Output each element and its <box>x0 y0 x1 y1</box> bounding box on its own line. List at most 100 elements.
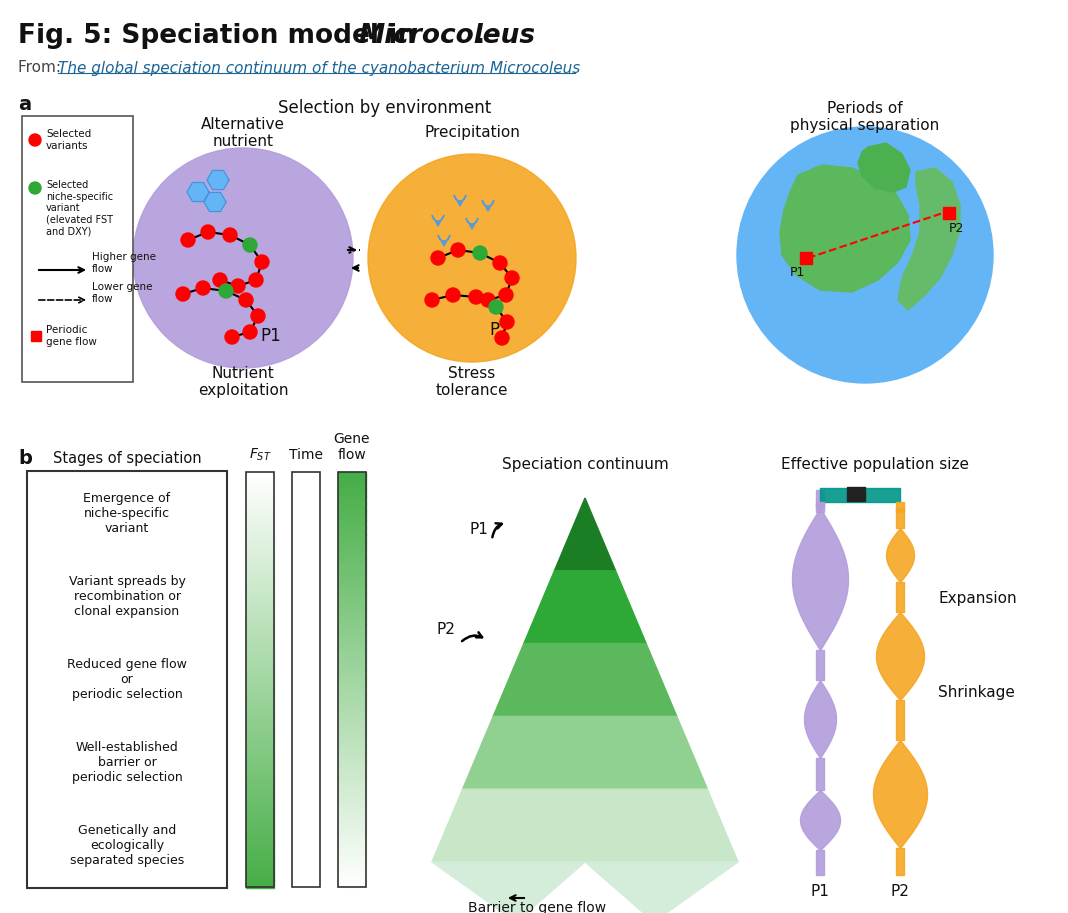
Text: Stress
tolerance: Stress tolerance <box>436 366 508 398</box>
Bar <box>943 207 955 219</box>
Bar <box>337 642 366 645</box>
Bar <box>246 590 274 593</box>
Bar <box>246 807 274 812</box>
Text: Alternative
nutrient: Alternative nutrient <box>201 117 285 149</box>
Bar <box>337 741 366 746</box>
Text: P1: P1 <box>789 266 804 279</box>
Bar <box>337 687 366 690</box>
Bar <box>337 645 366 649</box>
Bar <box>246 721 274 725</box>
Bar <box>337 793 366 798</box>
Text: P2: P2 <box>948 222 963 235</box>
Bar <box>337 559 366 562</box>
Bar <box>246 787 274 791</box>
Bar <box>337 801 366 804</box>
Text: .: . <box>474 23 484 49</box>
Bar <box>246 603 274 607</box>
Text: Higher gene
flow: Higher gene flow <box>92 252 156 274</box>
Bar <box>337 635 366 638</box>
Text: Periods of
physical separation: Periods of physical separation <box>790 100 940 133</box>
Bar <box>337 773 366 777</box>
Bar <box>246 804 274 808</box>
Bar <box>246 728 274 732</box>
Bar <box>337 610 366 614</box>
Polygon shape <box>187 183 209 202</box>
Bar <box>246 714 274 718</box>
Bar <box>246 797 274 801</box>
Bar <box>337 876 366 880</box>
Bar <box>246 835 274 839</box>
Bar <box>246 704 274 708</box>
Bar <box>337 528 366 531</box>
Bar <box>246 617 274 621</box>
Bar <box>246 534 274 538</box>
Bar <box>337 631 366 635</box>
Bar <box>246 545 274 549</box>
Bar <box>246 638 274 642</box>
Bar <box>246 697 274 701</box>
Bar <box>246 635 274 638</box>
Bar <box>337 666 366 669</box>
Polygon shape <box>780 165 910 292</box>
Circle shape <box>225 330 239 344</box>
Bar <box>337 710 366 715</box>
Bar <box>246 683 274 687</box>
Circle shape <box>223 228 237 242</box>
Bar <box>337 614 366 618</box>
Polygon shape <box>482 200 493 211</box>
Bar <box>337 693 366 698</box>
Circle shape <box>493 256 507 270</box>
Bar <box>337 797 366 801</box>
Bar <box>246 642 274 645</box>
Text: Reduced gene flow
or
periodic selection: Reduced gene flow or periodic selection <box>67 658 187 701</box>
Polygon shape <box>207 171 229 190</box>
Bar <box>246 752 274 756</box>
Bar <box>246 710 274 715</box>
Bar <box>337 859 366 864</box>
Bar <box>246 832 274 835</box>
Bar <box>337 804 366 808</box>
Text: Gene
flow: Gene flow <box>333 432 371 462</box>
Text: Effective population size: Effective population size <box>781 457 969 473</box>
Bar <box>337 745 366 750</box>
Bar <box>246 828 274 832</box>
Bar <box>246 855 274 860</box>
Bar <box>246 766 274 770</box>
Bar <box>337 818 366 822</box>
Bar <box>246 708 274 711</box>
Bar <box>246 520 274 524</box>
Bar <box>337 853 366 856</box>
Polygon shape <box>858 143 910 192</box>
Bar <box>337 627 366 632</box>
Bar <box>337 759 366 763</box>
Circle shape <box>255 255 269 269</box>
Bar <box>246 870 274 874</box>
Bar <box>246 614 274 618</box>
Text: P2: P2 <box>489 321 511 339</box>
Bar <box>337 489 366 493</box>
Circle shape <box>446 288 460 302</box>
Bar <box>337 638 366 642</box>
Bar <box>246 814 274 818</box>
Bar <box>246 530 274 535</box>
Bar <box>337 472 366 476</box>
Polygon shape <box>433 215 444 226</box>
Circle shape <box>500 315 514 329</box>
Bar <box>337 534 366 538</box>
Bar <box>337 593 366 597</box>
Polygon shape <box>493 644 677 717</box>
Polygon shape <box>898 168 960 310</box>
Bar <box>246 499 274 504</box>
Bar <box>246 676 274 680</box>
Bar <box>337 482 366 487</box>
Circle shape <box>249 273 263 287</box>
Bar <box>246 482 274 487</box>
Bar <box>246 555 274 559</box>
Circle shape <box>473 246 487 260</box>
Bar <box>246 607 274 611</box>
Text: Selected
niche-specific
variant
(elevated FST
and DXY): Selected niche-specific variant (elevate… <box>46 180 113 236</box>
Bar <box>337 870 366 874</box>
Bar <box>337 530 366 535</box>
Bar <box>337 838 366 843</box>
Bar <box>337 880 366 884</box>
